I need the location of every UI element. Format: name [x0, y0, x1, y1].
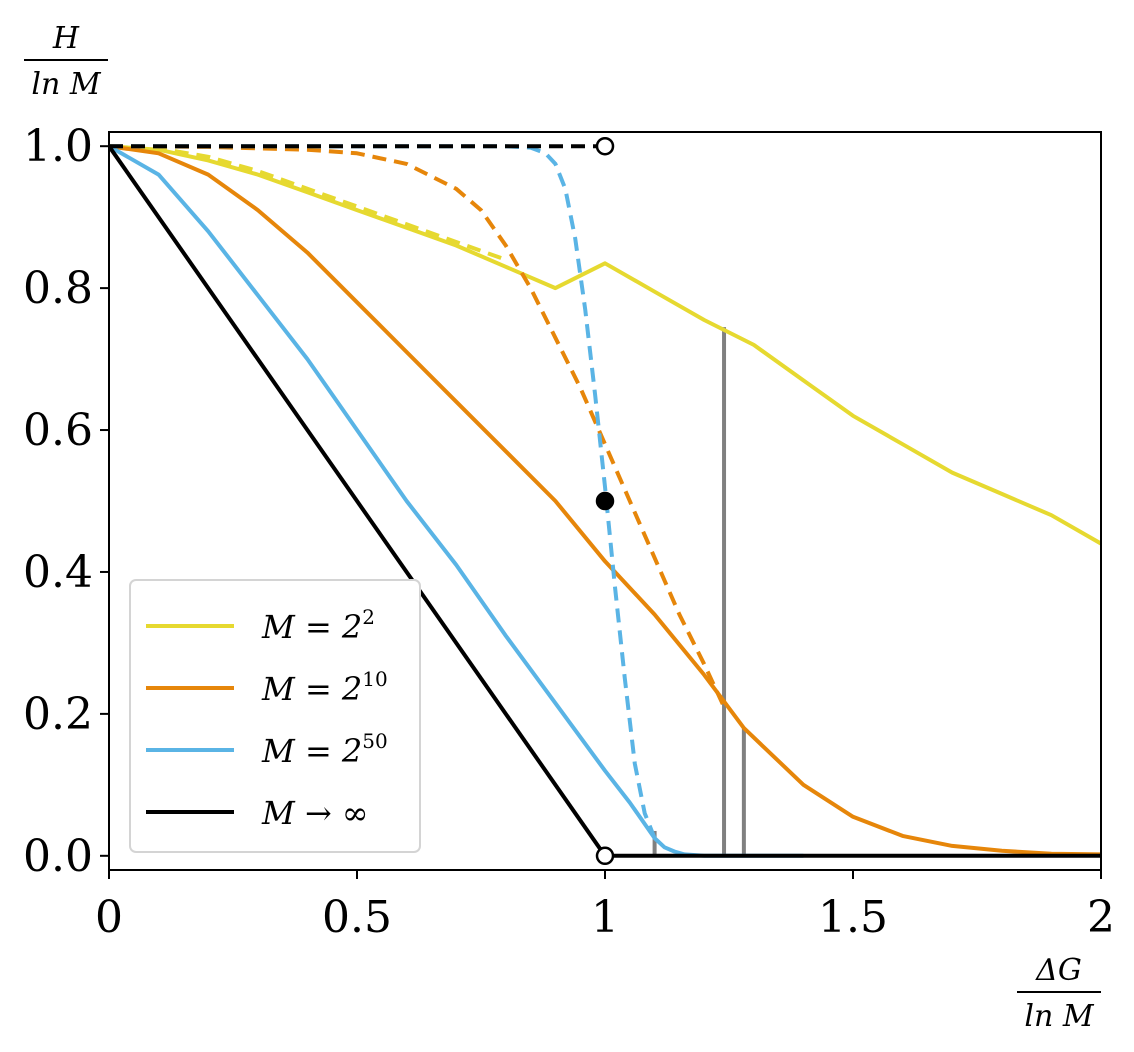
x-tick-label-0: 0 — [95, 892, 123, 943]
y-tick-label-5: 1.0 — [23, 121, 93, 172]
plot-area — [109, 144, 1101, 858]
legend-label-0: M = 22 — [261, 605, 375, 646]
legend: M = 22 M = 210 M = 250 M → ∞ — [129, 579, 421, 853]
series-line-3 — [109, 144, 726, 708]
x-axis-label: ΔG ln M — [1017, 953, 1101, 1034]
y-axis-label-denominator: ln M — [31, 67, 101, 102]
legend-box — [129, 579, 421, 853]
axis-labels: Hln M ΔG ln M — [24, 21, 1101, 1034]
data-point-marker-1 — [595, 491, 615, 511]
x-tick-label-2: 1 — [591, 892, 619, 943]
x-axis-label-denominator: ln M — [1024, 999, 1094, 1034]
y-tick-label-0: 0.0 — [23, 831, 93, 882]
data-point-marker-2 — [595, 846, 615, 866]
y-axis-label-numerator: H — [52, 21, 80, 56]
series-line-2 — [109, 144, 1101, 857]
series-line-0 — [109, 144, 1101, 546]
data-point-marker-0 — [595, 136, 615, 156]
legend-label-3: M → ∞ — [261, 794, 369, 832]
y-tick-label-2: 0.4 — [23, 547, 93, 598]
x-tick-label-4: 2 — [1087, 892, 1115, 943]
y-axis-label: Hln M — [24, 21, 108, 102]
x-tick-label-1: 0.5 — [322, 892, 392, 943]
y-tick-label-1: 0.2 — [23, 689, 93, 740]
x-tick-label-3: 1.5 — [818, 892, 888, 943]
x-axis-label-numerator: ΔG — [1035, 953, 1082, 988]
series-line-1 — [109, 144, 507, 262]
series-line-6 — [109, 145, 607, 857]
legend-label-1: M = 210 — [261, 667, 388, 708]
axes: 0 0.5 1 1.5 2 0.0 0.2 0.4 0.6 0.8 1.0 — [23, 121, 1115, 943]
y-tick-label-3: 0.6 — [23, 405, 93, 456]
legend-label-2: M = 250 — [261, 729, 388, 770]
y-tick-label-4: 0.8 — [23, 263, 93, 314]
